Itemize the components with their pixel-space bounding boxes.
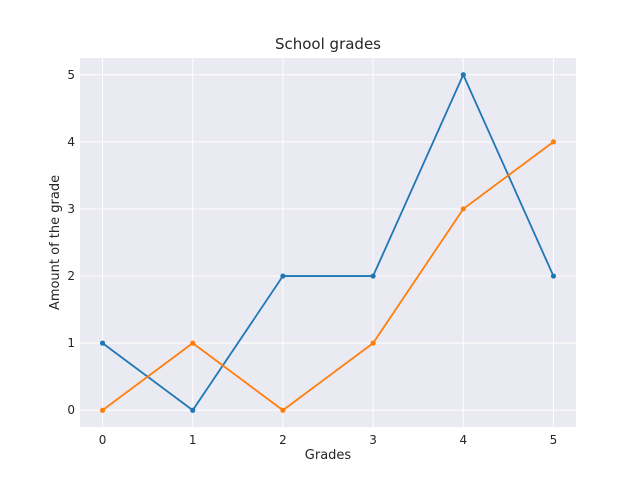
series-line-2	[101, 140, 555, 412]
x-tick-label: 0	[99, 433, 107, 447]
x-tick-label: 1	[189, 433, 197, 447]
x-axis-label: Grades	[305, 448, 352, 463]
series-1-point	[370, 273, 376, 279]
y-tick-label: 1	[67, 336, 75, 350]
series-1-point	[550, 273, 557, 279]
y-axis-label: Amount of the grade	[48, 175, 63, 310]
x-tick-label: 2	[279, 433, 287, 447]
x-tick-label: 3	[369, 433, 377, 447]
series-2-point	[460, 206, 466, 212]
series-2-point	[280, 407, 286, 413]
series-1-point	[99, 340, 106, 346]
series-2-point	[190, 340, 196, 346]
y-tick-label: 3	[67, 202, 75, 216]
chart-title: School grades	[275, 35, 381, 53]
x-tick-label: 5	[550, 433, 558, 447]
series-1-point	[460, 72, 466, 78]
series-2-point	[99, 407, 106, 413]
series-2-point	[370, 340, 376, 346]
series-line-1	[101, 73, 555, 412]
series-1-point	[280, 273, 286, 279]
series-2-point	[550, 139, 557, 145]
y-tick-label: 5	[67, 68, 75, 82]
y-tick-label: 2	[67, 269, 75, 283]
series-1-point	[190, 407, 196, 413]
tick-layer: 0 1 2 3 4 5 0 1 2 3 4 5	[67, 68, 557, 447]
y-tick-label: 0	[67, 403, 75, 417]
y-tick-label: 4	[67, 135, 75, 149]
x-tick-label: 4	[459, 433, 467, 447]
series-layer	[99, 72, 557, 413]
